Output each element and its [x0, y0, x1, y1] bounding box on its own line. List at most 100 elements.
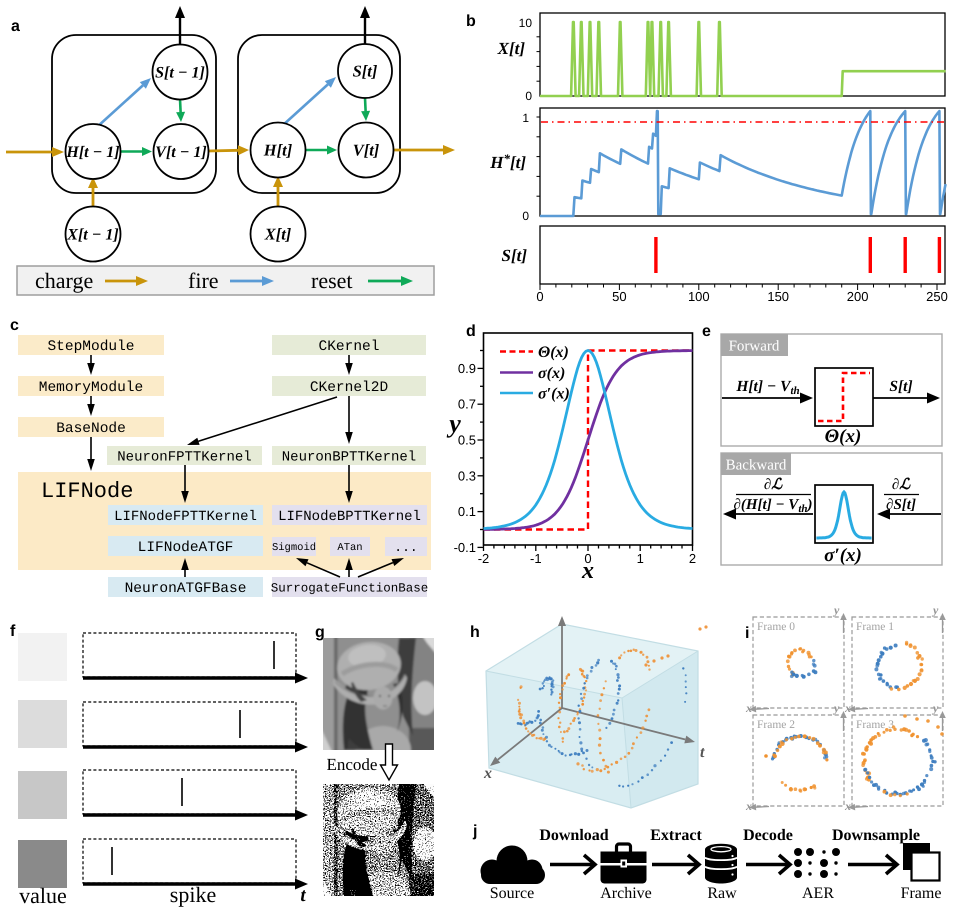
- svg-text:X[t]: X[t]: [497, 39, 526, 58]
- svg-text:e: e: [702, 323, 711, 340]
- svg-text:LIFNode: LIFNode: [41, 479, 133, 504]
- svg-text:S[t]: S[t]: [353, 62, 378, 81]
- svg-text:c: c: [10, 317, 19, 334]
- svg-text:50: 50: [612, 289, 626, 304]
- svg-text:h: h: [470, 624, 480, 641]
- svg-text:H[t − 1]: H[t − 1]: [65, 144, 119, 161]
- svg-text:i: i: [745, 625, 749, 642]
- svg-text:∂ℒ: ∂ℒ: [764, 477, 783, 493]
- svg-text:Θ(x): Θ(x): [538, 344, 569, 361]
- svg-text:Forward: Forward: [729, 339, 780, 355]
- svg-text:Frame 3: Frame 3: [856, 719, 894, 731]
- svg-text:x: x: [844, 799, 851, 813]
- svg-text:x: x: [483, 765, 492, 782]
- svg-text:BaseNode: BaseNode: [56, 421, 126, 437]
- svg-text:spike: spike: [170, 882, 216, 907]
- svg-text:σ(x): σ(x): [538, 365, 565, 382]
- svg-text:y: y: [931, 603, 939, 617]
- svg-text:MemoryModule: MemoryModule: [39, 380, 143, 396]
- svg-text:H[t]: H[t]: [263, 141, 293, 160]
- svg-text:∂S[t]: ∂S[t]: [886, 497, 916, 513]
- svg-text:1: 1: [637, 551, 644, 566]
- svg-text:250: 250: [926, 289, 948, 304]
- svg-text:x: x: [844, 701, 851, 715]
- svg-text:Frame: Frame: [901, 885, 942, 902]
- svg-text:NeuronFPTTKernel: NeuronFPTTKernel: [117, 449, 251, 465]
- svg-text:0: 0: [536, 289, 543, 304]
- svg-text:x: x: [581, 558, 594, 584]
- svg-text:-1: -1: [530, 551, 542, 566]
- svg-text:LIFNodeBPTTKernel: LIFNodeBPTTKernel: [278, 509, 421, 525]
- svg-text:AER: AER: [802, 885, 834, 902]
- svg-text:Sigmoid: Sigmoid: [272, 542, 316, 554]
- svg-text:-2: -2: [478, 551, 490, 566]
- svg-text:x: x: [745, 701, 752, 715]
- svg-text:200: 200: [847, 289, 869, 304]
- svg-text:reset: reset: [311, 268, 353, 293]
- svg-text:-0.1: -0.1: [454, 540, 476, 555]
- svg-text:t: t: [700, 744, 705, 761]
- svg-text:Frame 1: Frame 1: [856, 621, 894, 633]
- svg-text:ATan: ATan: [337, 542, 362, 554]
- svg-text:H[t] − Vth: H[t] − Vth: [735, 378, 799, 397]
- svg-text:a: a: [11, 18, 20, 35]
- svg-text:f: f: [10, 623, 16, 640]
- svg-text:Source: Source: [490, 885, 534, 902]
- svg-text:S[t]: S[t]: [889, 378, 912, 395]
- svg-text:StepModule: StepModule: [47, 339, 134, 355]
- svg-text:0.3: 0.3: [458, 468, 476, 483]
- svg-text:S[t − 1]: S[t − 1]: [155, 65, 205, 82]
- svg-text:Backward: Backward: [726, 458, 787, 474]
- svg-text:x: x: [745, 799, 752, 813]
- svg-text:0: 0: [522, 209, 529, 223]
- svg-text:0.7: 0.7: [458, 397, 476, 412]
- svg-text:10: 10: [519, 16, 533, 30]
- svg-text:0: 0: [584, 551, 591, 566]
- svg-text:σ′(x): σ′(x): [824, 545, 862, 566]
- svg-text:∂(H[t] − Vth): ∂(H[t] − Vth): [733, 497, 812, 515]
- svg-text:S[t]: S[t]: [502, 246, 528, 265]
- svg-text:SurrogateFunctionBase: SurrogateFunctionBase: [271, 581, 429, 595]
- svg-text:V[t]: V[t]: [353, 141, 380, 160]
- svg-text:V[t − 1]: V[t − 1]: [155, 144, 206, 161]
- svg-text:CKernel2D: CKernel2D: [310, 380, 388, 396]
- svg-text:X[t − 1]: X[t − 1]: [66, 227, 118, 244]
- svg-text:j: j: [472, 823, 477, 840]
- svg-text:y: y: [931, 701, 939, 715]
- svg-text:Encode: Encode: [327, 755, 378, 774]
- svg-text:Download: Download: [539, 827, 608, 844]
- svg-text:100: 100: [688, 289, 710, 304]
- svg-text:Downsample: Downsample: [832, 827, 920, 844]
- svg-text:b: b: [466, 13, 476, 30]
- svg-text:H*[t]: H*[t]: [489, 151, 526, 172]
- svg-text:Raw: Raw: [707, 885, 737, 902]
- svg-text:LIFNodeATGF: LIFNodeATGF: [138, 540, 234, 556]
- svg-text:Frame 2: Frame 2: [757, 719, 795, 731]
- svg-text:0: 0: [525, 89, 532, 103]
- svg-text:CKernel: CKernel: [319, 339, 380, 355]
- svg-text:Decode: Decode: [743, 827, 793, 844]
- svg-text:charge: charge: [35, 268, 93, 293]
- svg-text:0.5: 0.5: [458, 433, 476, 448]
- svg-text:t: t: [300, 885, 306, 906]
- svg-text:y: y: [832, 603, 840, 617]
- svg-text:Extract: Extract: [650, 827, 702, 844]
- svg-text:LIFNodeFPTTKernel: LIFNodeFPTTKernel: [114, 509, 257, 525]
- svg-text:NeuronATGFBase: NeuronATGFBase: [125, 581, 247, 597]
- svg-text:value: value: [19, 883, 67, 908]
- svg-text:g: g: [315, 624, 325, 641]
- svg-text:...: ...: [394, 540, 417, 555]
- svg-text:1: 1: [522, 111, 529, 125]
- svg-text:X[t]: X[t]: [264, 225, 292, 244]
- svg-text:y: y: [446, 409, 461, 438]
- svg-text:∂ℒ: ∂ℒ: [892, 477, 911, 493]
- svg-text:d: d: [466, 323, 476, 340]
- svg-text:0.1: 0.1: [458, 504, 476, 519]
- svg-text:y: y: [832, 701, 840, 715]
- svg-text:NeuronBPTTKernel: NeuronBPTTKernel: [282, 449, 416, 465]
- svg-text:0.9: 0.9: [458, 361, 476, 376]
- svg-text:fire: fire: [188, 268, 219, 293]
- svg-text:σ′(x): σ′(x): [538, 386, 570, 403]
- svg-text:2: 2: [689, 551, 696, 566]
- svg-text:150: 150: [767, 289, 789, 304]
